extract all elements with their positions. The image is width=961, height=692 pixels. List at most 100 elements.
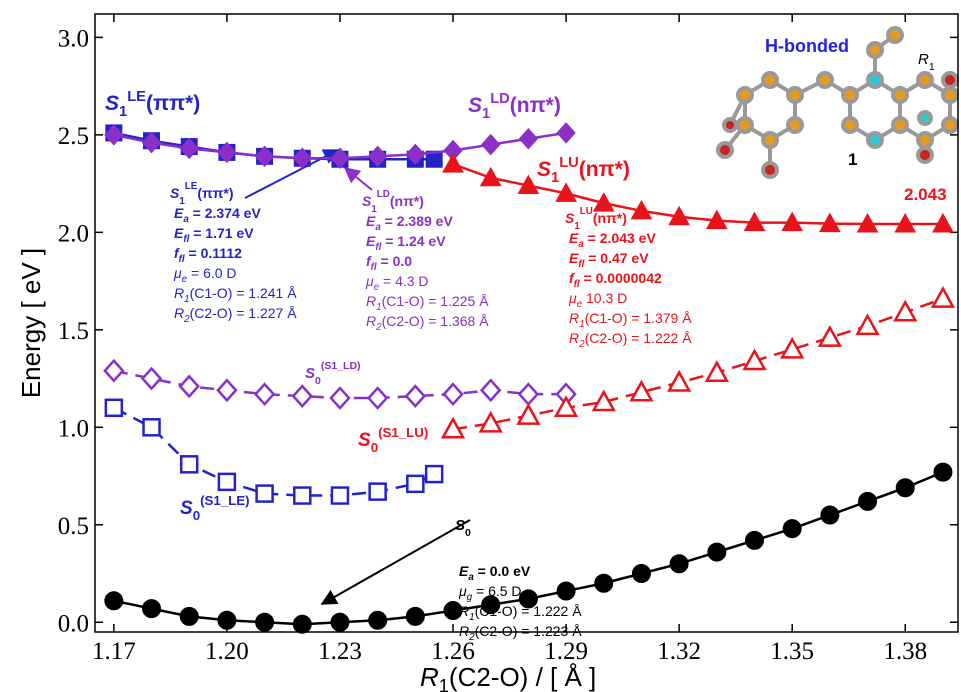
info-text: (C1-O) = 1.225 Å [382,293,490,309]
marker [180,376,198,396]
marker [218,380,236,400]
info-symbol: R [174,305,184,321]
x-axis-label-part: R [420,662,439,692]
x-tick-label: 1.32 [657,638,701,665]
info-header: S1LU(nπ*) [565,206,627,232]
marker [519,384,537,404]
series-label-part: 0 [465,527,471,539]
series-label-part: S [455,517,465,534]
marker [218,611,236,629]
arrow [322,520,470,604]
info-symbol: μ [458,583,467,599]
marker [181,456,197,472]
marker [426,466,442,482]
info-text: = 0.1112 [185,245,242,261]
compound-label: 1 [848,150,857,169]
series-label-part: (ππ*) [146,92,200,115]
marker [783,520,801,538]
marker [369,611,387,629]
info-text: (C2-O) = 1.222 Å [585,330,693,346]
marker [256,384,274,404]
series-label-part: (nπ*) [579,158,630,181]
info-symbol: R [459,623,469,639]
info-line: R2(C2-O) = 1.227 Å [174,305,297,325]
info-header-part: (nπ*) [593,210,627,226]
series-label-part: LE [127,89,146,105]
marker [143,600,161,618]
marker [106,400,122,416]
info-text: = 0.0000042 [580,270,662,286]
info-header-part: LE [185,181,198,192]
x-tick-label: 1.29 [544,638,588,665]
marker [482,380,500,400]
bond-label-part: 1 [929,61,935,73]
bond-label: R1 [918,51,935,73]
marker [257,486,273,502]
marker [482,135,500,155]
series-label-part: (nπ*) [510,94,561,117]
marker [331,613,349,631]
marker [518,406,538,424]
info-line: Ea = 2.374 eV [174,205,261,225]
marker [144,419,160,435]
series-label-part: 0 [193,508,200,523]
marker [858,316,878,334]
marker [820,328,840,346]
info-symbol: R [569,330,579,346]
info-symbol: R [174,285,184,301]
series-label-part: (S1_LE) [200,493,250,508]
marker [481,168,501,186]
hbond-label: H-bonded [765,36,849,56]
x-tick-label: 1.17 [92,638,136,665]
info-text: = 0.47 eV [584,250,649,266]
x-tick-label: 1.38 [883,638,927,665]
info-symbol: μ [365,273,374,289]
series-label-part: 0 [371,440,378,455]
series-label-part: LD [490,91,510,107]
series-label-part: S [105,92,119,115]
info-symbol: R [569,310,579,326]
marker [632,565,650,583]
info-header-part: (ππ*) [197,185,233,201]
info-text: (C1-O) = 1.379 Å [585,310,693,326]
marker [519,129,537,149]
marker [294,488,310,504]
marker [669,372,689,390]
info-text: = 6.0 D [187,265,236,281]
info-line: Efl = 0.47 eV [569,250,649,270]
marker [105,361,123,381]
marker [407,476,423,492]
marker [821,506,839,524]
marker [557,123,575,143]
info-text: = 6.5 D [472,583,521,599]
x-axis-label: R1(C2-O) / [ Å ] [420,662,596,692]
series-label: S0(S1_LE) [180,493,250,523]
info-line: Efl = 1.71 eV [174,225,254,245]
info-line: Ea = 0.0 eV [459,563,531,583]
y-tick-label: 0.0 [58,610,89,637]
marker [933,289,953,307]
info-text: = 1.71 eV [189,225,254,241]
marker [370,484,386,500]
marker [859,492,877,510]
y-tick-label: 1.0 [58,415,89,442]
info-symbol: R [366,313,376,329]
info-text: = 2.043 eV [584,230,657,246]
info-line: Ea = 2.043 eV [569,230,656,250]
marker [595,574,613,592]
marker [443,154,463,172]
info-line: R1(C1-O) = 1.225 Å [366,293,489,313]
info-line: Ea = 2.389 eV [366,213,453,233]
marker [293,615,311,633]
series-label: S0(S1_LU) [358,425,428,455]
info-line: μe 10.3 D [568,290,627,310]
marker [256,613,274,631]
arrow [345,168,372,190]
series-label: S1LU(nπ*) [537,155,630,186]
info-header-part: LU [580,206,593,217]
x-tick-label: 1.23 [318,638,362,665]
series-label-part: 0 [315,375,321,387]
y-axis-label: Energy [ eV ] [16,248,46,398]
y-tick-label: 1.5 [58,318,89,345]
info-text: = 0.0 eV [474,563,531,579]
